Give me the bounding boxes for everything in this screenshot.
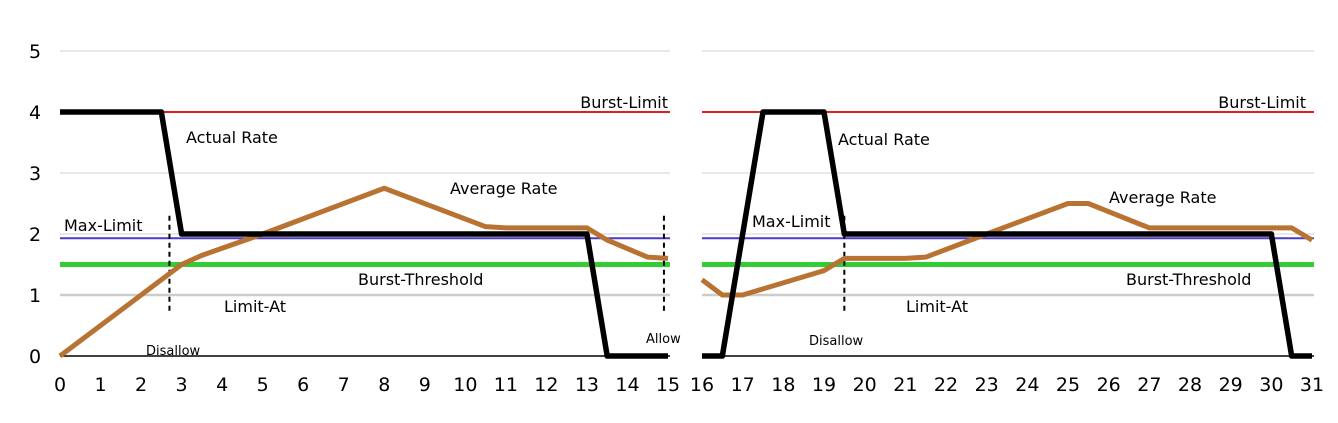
x-tick-label: 23 [975, 374, 999, 396]
x-tick-label: 2 [135, 374, 147, 396]
chart-panel-2: Burst-Limit Max-Limit Burst-Threshold Limit… [690, 50, 1324, 396]
level-label: Burst-Limit [1218, 93, 1306, 112]
level-label: Max-Limit [752, 212, 831, 231]
series-label: Average Rate [450, 179, 557, 198]
y-tick-label: 4 [29, 102, 41, 124]
x-tick-label: 21 [893, 374, 917, 396]
x-tick-label: 13 [575, 374, 599, 396]
marker-label: Allow [646, 332, 681, 347]
x-tick-label: 16 [690, 374, 714, 396]
series-label: Average Rate [1109, 188, 1216, 207]
chart-panel-1: Burst-Limit Max-Limit Burst-Threshold Limit… [29, 41, 681, 396]
x-tick-label: 1 [94, 374, 106, 396]
x-tick-label: 27 [1137, 374, 1161, 396]
x-tick-label: 24 [1015, 374, 1039, 396]
x-tick-label: 28 [1178, 374, 1202, 396]
x-tick-label: 15 [656, 374, 680, 396]
level-label: Max-Limit [64, 216, 143, 235]
level-label: Burst-Threshold [1126, 270, 1251, 289]
x-tick-label: 29 [1219, 374, 1243, 396]
x-tick-label: 12 [534, 374, 558, 396]
level-label: Limit-At [906, 297, 968, 316]
x-tick-label: 9 [419, 374, 431, 396]
y-tick-label: 1 [29, 285, 41, 307]
y-tick-label: 2 [29, 224, 41, 246]
x-tick-label: 10 [453, 374, 477, 396]
marker-label: Disallow [146, 344, 201, 359]
series-line-actual-rate [702, 109, 1312, 359]
x-tick-label: 18 [771, 374, 795, 396]
series-line-actual-rate [60, 109, 668, 359]
y-tick-label: 0 [29, 346, 41, 368]
y-tick-label: 3 [29, 163, 41, 185]
x-tick-label: 31 [1300, 374, 1324, 396]
x-tick-label: 17 [731, 374, 755, 396]
x-tick-label: 6 [297, 374, 309, 396]
x-tick-label: 26 [1097, 374, 1121, 396]
x-tick-label: 19 [812, 374, 836, 396]
level-label: Burst-Threshold [358, 270, 483, 289]
x-tick-label: 4 [216, 374, 228, 396]
x-tick-label: 11 [494, 374, 518, 396]
marker-label: Disallow [809, 334, 864, 349]
level-label: Burst-Limit [580, 93, 668, 112]
x-tick-label: 14 [615, 374, 639, 396]
level-label: Limit-At [224, 297, 286, 316]
x-tick-label: 30 [1259, 374, 1283, 396]
x-tick-label: 0 [54, 374, 66, 396]
series-label: Actual Rate [186, 128, 278, 147]
x-tick-label: 8 [378, 374, 390, 396]
x-tick-label: 20 [853, 374, 877, 396]
x-tick-label: 25 [1056, 374, 1080, 396]
series-line-average-rate [58, 185, 669, 358]
x-tick-label: 5 [257, 374, 269, 396]
series-label: Actual Rate [838, 130, 930, 149]
x-tick-label: 22 [934, 374, 958, 396]
x-tick-label: 7 [338, 374, 350, 396]
y-tick-label: 5 [29, 41, 41, 63]
x-tick-label: 3 [176, 374, 188, 396]
